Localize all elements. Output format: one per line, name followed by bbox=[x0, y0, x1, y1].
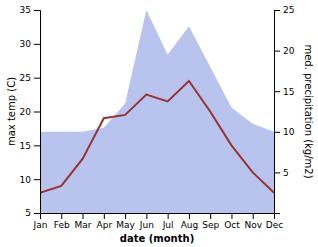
marks bbox=[40, 10, 274, 213]
tick: 5 bbox=[274, 168, 289, 178]
tick-mark bbox=[34, 145, 40, 146]
tick-mark bbox=[104, 213, 105, 219]
tick: 15 bbox=[274, 87, 294, 97]
tick-label: Oct bbox=[224, 220, 240, 230]
y2-axis-title: med. precipitation (kg/m2) bbox=[303, 44, 314, 178]
tick-mark bbox=[274, 91, 280, 92]
tick: 10 bbox=[20, 175, 40, 185]
tick-label: Sep bbox=[202, 220, 219, 230]
tick: Jul bbox=[162, 213, 174, 230]
tick-label: 20 bbox=[20, 107, 32, 117]
tick-mark bbox=[34, 10, 40, 11]
tick: Nov bbox=[244, 213, 262, 230]
tick-mark bbox=[168, 213, 169, 219]
tick-label: 20 bbox=[283, 46, 295, 56]
tick-mark bbox=[210, 213, 211, 219]
tick: 35 bbox=[20, 5, 40, 15]
tick-mark bbox=[34, 213, 40, 214]
tick: 5 bbox=[25, 208, 40, 218]
tick-label: Jul bbox=[162, 220, 174, 230]
x-axis-title: date (month) bbox=[120, 233, 194, 244]
tick-label: 25 bbox=[20, 73, 31, 83]
tick-label: Nov bbox=[244, 220, 262, 230]
tick-mark bbox=[34, 179, 40, 180]
tick: 20 bbox=[20, 107, 40, 117]
tick-mark bbox=[125, 213, 126, 219]
tick: 25 bbox=[274, 5, 294, 15]
tick: Apr bbox=[97, 213, 113, 230]
tick-label: Aug bbox=[181, 220, 199, 230]
plot: Jan Feb Mar AprMay Jun Jul AugSep Oct Nov Dec 5 10 1… bbox=[20, 5, 295, 230]
tick: Oct bbox=[224, 213, 240, 230]
tick-mark bbox=[34, 44, 40, 45]
tick-label: May bbox=[116, 220, 135, 230]
tick-mark bbox=[34, 78, 40, 79]
tick-mark bbox=[274, 132, 280, 133]
tick-label: 10 bbox=[283, 127, 295, 137]
tick-label: Feb bbox=[54, 220, 70, 230]
tick: 10 bbox=[274, 127, 295, 137]
axis-line bbox=[41, 214, 275, 220]
tick: Feb bbox=[54, 213, 70, 230]
tick: May bbox=[116, 213, 135, 230]
tick-mark bbox=[274, 172, 280, 173]
y-axis: 5 10 15 20 25 30 35 bbox=[20, 5, 41, 218]
tick-mark bbox=[274, 51, 280, 52]
line bbox=[40, 81, 274, 193]
tick: Dec bbox=[266, 213, 283, 230]
x-axis: Jan Feb Mar AprMay Jun Jul AugSep Oct Nov Dec bbox=[33, 213, 284, 230]
tick: 15 bbox=[20, 141, 40, 151]
axis-line bbox=[34, 11, 41, 214]
y2-axis: 5 10 15 20 25 bbox=[274, 5, 295, 213]
tick-mark bbox=[83, 213, 84, 219]
tick-label: 25 bbox=[283, 5, 294, 15]
tick-label: Apr bbox=[97, 220, 113, 230]
tick-label: Mar bbox=[75, 220, 92, 230]
tick-label: Jan bbox=[33, 220, 48, 230]
tick-label: 5 bbox=[25, 208, 31, 218]
tick-mark bbox=[189, 213, 190, 219]
tick: Jun bbox=[139, 213, 154, 230]
tick-label: 30 bbox=[20, 39, 32, 49]
tick-label: 10 bbox=[20, 175, 32, 185]
tick: Aug bbox=[181, 213, 199, 230]
tick: Jan bbox=[33, 213, 48, 230]
tick: 20 bbox=[274, 46, 295, 56]
tick-label: 5 bbox=[283, 168, 289, 178]
y-axis-title: max temp (C) bbox=[6, 77, 17, 146]
area bbox=[40, 10, 274, 213]
tick-label: 35 bbox=[20, 5, 31, 15]
tick-mark bbox=[34, 112, 40, 113]
tick: 30 bbox=[20, 39, 40, 49]
axis-line bbox=[275, 11, 281, 214]
tick-mark bbox=[253, 213, 254, 219]
tick: 25 bbox=[20, 73, 40, 83]
tick-mark bbox=[231, 213, 232, 219]
tick-label: Dec bbox=[266, 220, 283, 230]
tick-mark bbox=[61, 213, 62, 219]
tick-label: Jun bbox=[139, 220, 154, 230]
tick-mark bbox=[146, 213, 147, 219]
tick-label: 15 bbox=[283, 87, 294, 97]
tick-mark bbox=[274, 10, 280, 11]
tick-label: 15 bbox=[20, 141, 31, 151]
chart: Jan Feb Mar AprMay Jun Jul AugSep Oct Nov Dec 5 10 1… bbox=[0, 0, 318, 247]
tick: Sep bbox=[202, 213, 219, 230]
tick: Mar bbox=[75, 213, 92, 230]
